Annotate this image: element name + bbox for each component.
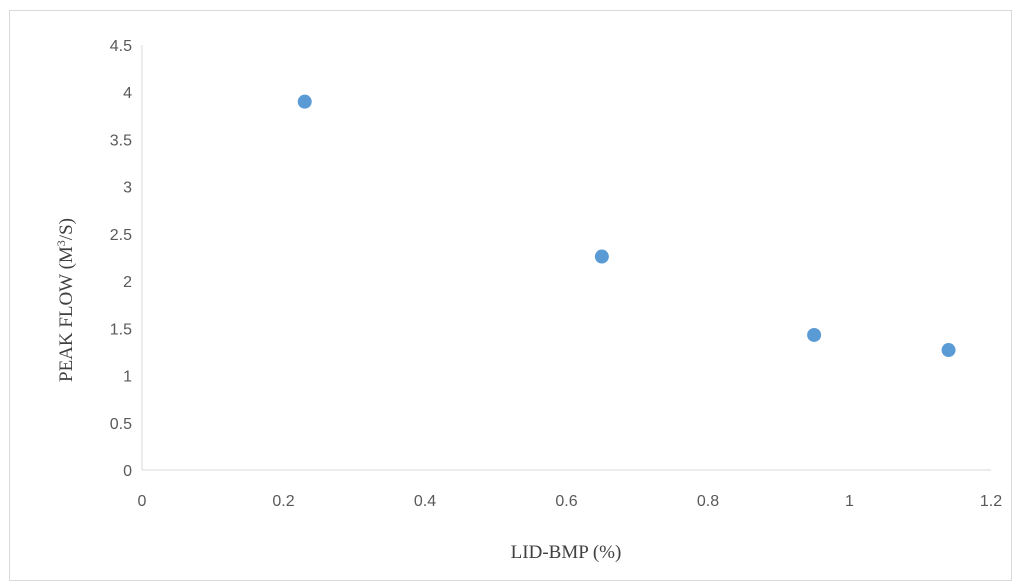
- data-point: [807, 327, 822, 342]
- data-points: [297, 94, 956, 358]
- y-tick-labels: 0 0.5 1 1.5 2 2.5 3 3.5 4 4.5: [110, 38, 132, 480]
- y-tick-label: 1.5: [110, 321, 132, 338]
- x-tick-label: 0: [138, 493, 147, 510]
- axes: [141, 45, 991, 471]
- y-axis-title-main: PEAK FLOW (M: [56, 246, 77, 382]
- x-axis-title: LID-BMP (%): [511, 542, 622, 563]
- data-point: [297, 94, 312, 109]
- data-point: [594, 249, 609, 264]
- y-axis-title: PEAK FLOW (M3/S): [54, 218, 77, 382]
- x-tick-label: 0.2: [272, 493, 294, 510]
- data-point: [941, 343, 956, 358]
- y-tick-label: 2: [123, 274, 132, 291]
- y-tick-label: 0: [123, 463, 132, 480]
- x-tick-label: 0.8: [697, 493, 719, 510]
- x-tick-label: 0.6: [555, 493, 577, 510]
- y-tick-label: 4: [123, 85, 132, 102]
- y-axis-title-end: /S): [56, 218, 77, 240]
- y-axis-title-superscript: 3: [54, 240, 68, 246]
- x-tick-labels: 0 0.2 0.4 0.6 0.8 1 1.2: [138, 493, 1003, 510]
- y-tick-label: 1: [123, 369, 132, 386]
- x-tick-label: 1: [845, 493, 854, 510]
- x-tick-label: 1.2: [980, 493, 1002, 510]
- y-tick-label: 3.5: [110, 132, 132, 149]
- chart-frame: [9, 10, 1012, 581]
- y-tick-label: 4.5: [110, 38, 132, 55]
- y-tick-label: 0.5: [110, 416, 132, 433]
- x-tick-label: 0.4: [414, 493, 436, 510]
- y-tick-label: 2.5: [110, 227, 132, 244]
- y-tick-label: 3: [123, 180, 132, 197]
